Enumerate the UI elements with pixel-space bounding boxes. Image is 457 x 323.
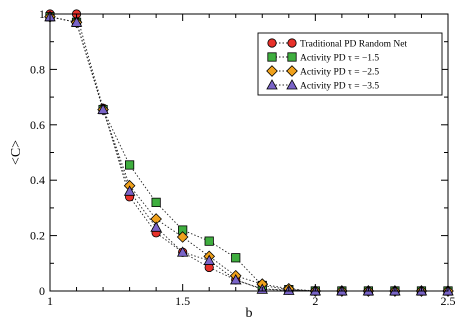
y-tick-label: 0.2 <box>30 229 45 243</box>
data-point-series-2 <box>204 236 214 246</box>
legend-marker-4 <box>286 79 298 90</box>
data-point-series-2 <box>231 253 241 263</box>
data-point-series-4 <box>176 246 189 257</box>
y-tick-label: 1 <box>39 7 45 21</box>
x-tick-label: 1 <box>47 294 53 308</box>
data-point-series-2 <box>125 160 135 170</box>
legend-marker-2 <box>267 52 277 62</box>
legend-entry-1: Traditional PD Random Net <box>300 40 407 50</box>
series-line-2 <box>49 16 448 292</box>
y-tick-label: 0 <box>39 284 45 298</box>
y-axis-label: <C> <box>9 140 24 165</box>
legend: Traditional PD Random Net Activity PD τ =… <box>257 32 443 96</box>
data-point-series-4 <box>150 221 162 232</box>
legend-entry-2: Activity PD τ = −1.5 <box>300 54 379 64</box>
legend-marker-3 <box>266 65 278 77</box>
legend-entry-4: Activity PD τ = −3.5 <box>300 82 379 92</box>
legend-marker-3 <box>286 65 298 77</box>
data-point-series-2 <box>151 197 161 207</box>
legend-marker-4 <box>266 79 278 90</box>
y-tick-label: 0.6 <box>30 118 45 132</box>
axes: 1 1.5 2 2.5 0 0.2 0.4 0.6 0.8 1 <box>30 7 456 308</box>
data-point-series-4 <box>203 254 215 265</box>
y-tick-label: 0.4 <box>30 173 45 187</box>
legend-marker-2 <box>287 52 297 62</box>
x-tick-label: 2.5 <box>441 294 456 308</box>
data-point-series-4 <box>123 185 136 196</box>
y-tick-label: 0.8 <box>30 62 45 76</box>
data-point-series-4 <box>70 16 83 27</box>
x-axis-label: b <box>246 306 253 321</box>
x-tick-label: 1.5 <box>175 294 190 308</box>
legend-entry-3: Activity PD τ = −2.5 <box>300 68 379 78</box>
legend-marker-1 <box>287 38 297 48</box>
data-point-series-4 <box>97 103 109 114</box>
legend-marker-1 <box>267 38 277 48</box>
data-point-series-3 <box>176 231 189 243</box>
data-point-series-4 <box>230 274 242 285</box>
x-tick-label: 2 <box>312 294 318 308</box>
